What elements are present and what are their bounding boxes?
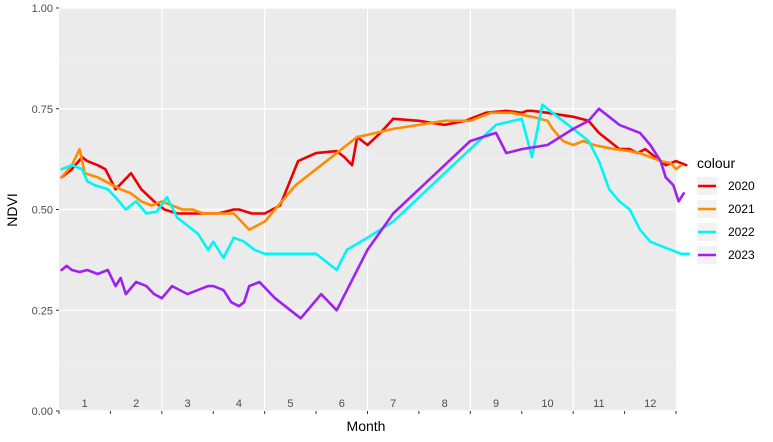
y-tick-label: 0.75 [32, 104, 53, 116]
y-axis: 0.00 0.25 0.50 0.75 1.00 [32, 3, 59, 418]
series-line-2021 [60, 111, 683, 231]
legend-label-2020: 2020 [728, 179, 755, 193]
month-label: 7 [390, 398, 396, 410]
month-label: 1 [82, 398, 88, 410]
month-label: 5 [287, 398, 293, 410]
y-axis-title: NDVI [4, 193, 20, 226]
y-tick-label: 0.00 [32, 406, 53, 418]
legend-title: colour [697, 155, 735, 171]
month-label: 6 [339, 398, 345, 410]
legend-label-2021: 2021 [728, 202, 755, 216]
month-label: 12 [644, 398, 656, 410]
x-axis-title: Month [347, 418, 386, 434]
legend-label-2022: 2022 [728, 225, 755, 239]
legend: colour 2020 2021 2022 2023 [697, 155, 755, 264]
month-label: 8 [442, 398, 448, 410]
y-tick-label: 0.50 [32, 205, 53, 217]
month-label: 2 [133, 398, 139, 410]
month-label: 4 [236, 398, 242, 410]
gridlines [59, 7, 676, 412]
y-tick-label: 1.00 [32, 3, 53, 15]
series-line-2022 [60, 103, 691, 272]
y-tick-label: 0.25 [32, 305, 53, 317]
month-label: 3 [184, 398, 190, 410]
month-label: 10 [541, 398, 553, 410]
legend-label-2023: 2023 [728, 248, 755, 262]
month-label: 11 [593, 398, 604, 410]
x-axis: 1 2 3 4 5 6 7 8 9 10 11 12 [58, 398, 677, 414]
month-label: 9 [493, 398, 499, 410]
series-lines [60, 103, 691, 320]
series-line-2023 [60, 107, 686, 320]
